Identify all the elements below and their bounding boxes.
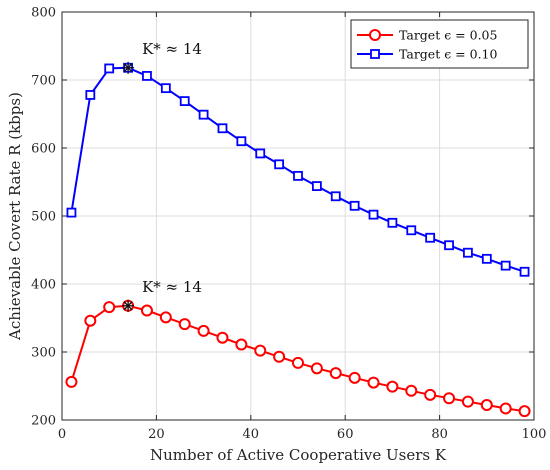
data-point [235,338,248,351]
data-point [386,380,399,393]
data-point [293,170,303,181]
legend-marker [370,49,380,59]
x-tick-label: 40 [243,427,260,442]
y-tick-label: 500 [31,210,56,225]
data-point [292,356,304,369]
series [65,62,531,418]
data-point [160,83,171,94]
series-1 [65,299,531,418]
y-tick-label: 700 [31,74,56,89]
legend-label: Target ϵ = 0.10 [399,47,497,62]
data-point [178,318,191,331]
data-point [349,200,360,211]
legend-label: Target ϵ = 0.05 [399,28,497,43]
data-point [406,225,417,236]
data-point [104,63,115,74]
data-point [368,209,379,220]
data-point [311,181,322,191]
grid [62,12,534,420]
data-point [273,350,286,363]
peak-marker [122,61,135,74]
data-point [274,159,285,170]
y-tick-label: 200 [31,414,56,429]
data-point [387,217,398,228]
data-point [519,266,530,277]
peak-marker [122,299,135,312]
data-point [66,207,77,218]
data-point [85,90,96,100]
legend-marker [369,29,381,41]
data-point [197,324,210,337]
data-point [159,311,172,324]
peak-label: K* ≈ 14 [142,278,202,296]
y-tick-label: 400 [31,278,56,293]
data-point [330,191,341,202]
data-point [140,304,153,317]
y-tick-label: 600 [31,142,56,157]
data-point [84,314,97,327]
x-tick-label: 20 [148,427,165,442]
data-point [103,301,116,314]
data-point [518,405,531,418]
peak-annotations: K* ≈ 14 K* ≈ 14 [122,40,202,312]
data-point [254,344,267,357]
data-point [443,392,456,405]
data-point [461,395,474,408]
data-point [367,376,380,389]
data-point [198,109,209,120]
data-point [405,384,418,397]
data-point [236,136,247,147]
x-tick-label: 100 [522,427,547,442]
x-tick-label: 60 [337,427,354,442]
data-point [424,388,437,401]
data-point [310,362,323,375]
axis-ticks: 0 20 40 60 80 100 200 300 400 500 600 700 800 [31,6,546,443]
data-point [444,240,454,251]
legend-box [350,19,529,69]
data-point [480,399,493,412]
data-point [481,253,492,264]
x-axis-title: Number of Active Cooperative Users K [150,446,447,464]
data-point [179,96,190,106]
peak-label: K* ≈ 14 [142,40,202,58]
series-line [70,66,525,273]
legend: Target ϵ = 0.05 Target ϵ = 0.10 [350,19,529,69]
data-point [217,123,228,134]
peak-star-stroke [123,301,133,311]
data-point [463,247,473,258]
x-tick-label: 0 [58,427,66,442]
data-point [216,331,229,344]
data-point [65,375,78,388]
data-point [499,402,512,415]
series-2 [66,62,530,277]
data-point [255,148,266,159]
peak-star-stroke [123,63,133,73]
data-point [500,260,511,271]
y-tick-label: 800 [31,6,56,21]
data-point [348,371,361,384]
y-axis-title: Achievable Covert Rate R (kbps) [6,92,24,341]
y-tick-label: 300 [31,346,56,361]
data-point [329,367,342,380]
x-tick-label: 80 [431,427,448,442]
data-point [425,232,436,243]
data-point [142,71,152,81]
